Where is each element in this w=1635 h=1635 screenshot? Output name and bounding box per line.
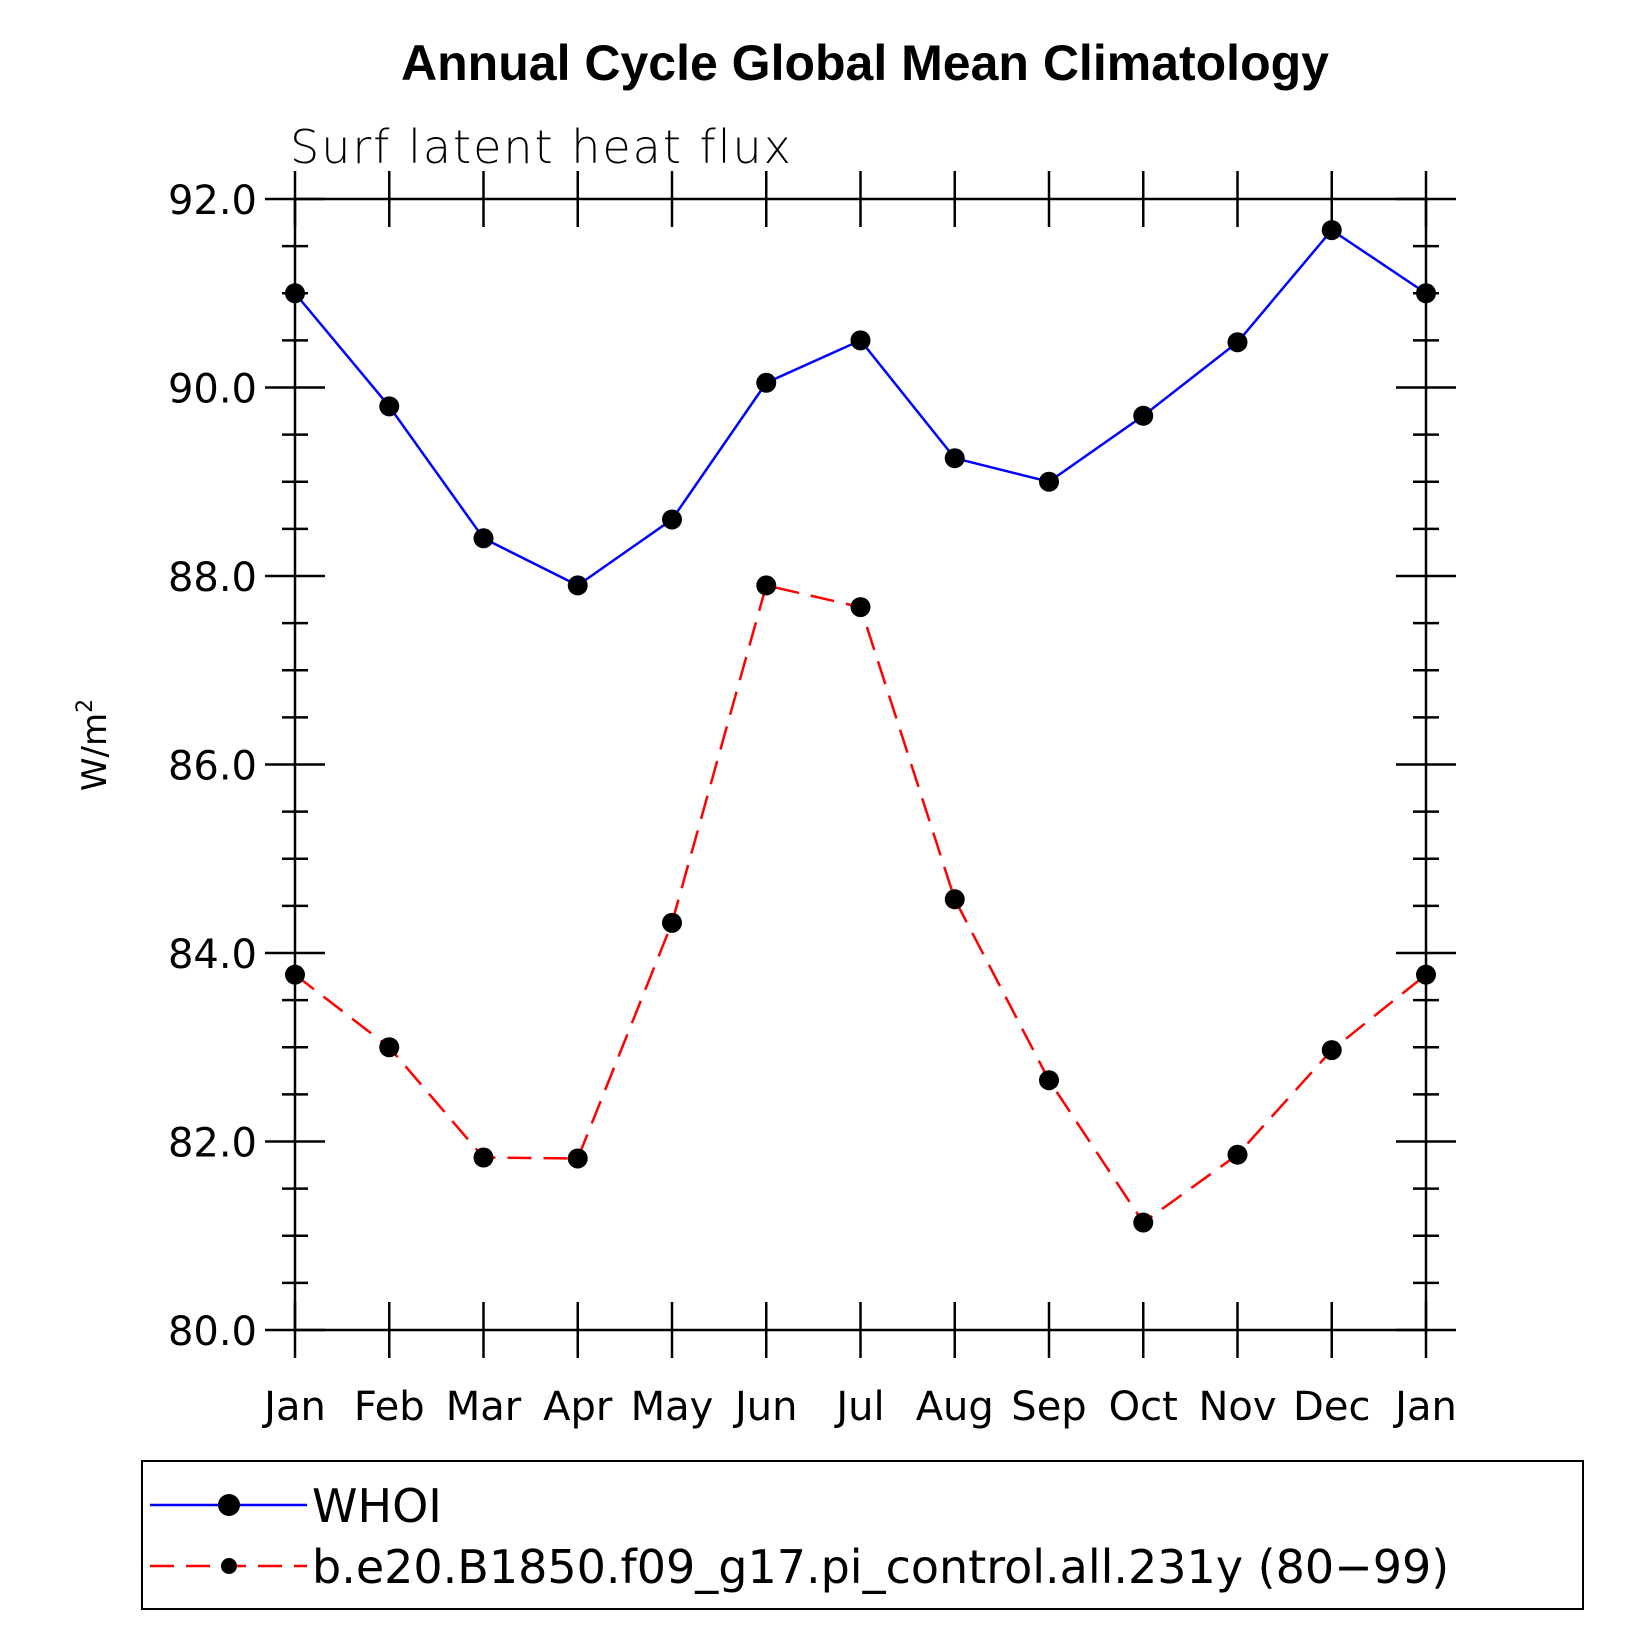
series-0-point xyxy=(1227,332,1248,353)
x-tick-label: Feb xyxy=(354,1384,425,1430)
x-tick-label: Jan xyxy=(261,1384,326,1430)
series-1-point xyxy=(850,597,871,618)
chart-title: Annual Cycle Global Mean Climatology xyxy=(401,35,1329,91)
x-tick-label: Mar xyxy=(446,1384,522,1430)
x-tick-label: Jul xyxy=(833,1384,884,1430)
series-0-point xyxy=(756,372,777,393)
series-0-point xyxy=(1039,471,1059,492)
series-1-point xyxy=(567,1148,588,1169)
plot-frame xyxy=(293,197,1428,1332)
svg-text:W/m2: W/m2 xyxy=(73,699,115,791)
y-tick-label: 80.0 xyxy=(168,1309,257,1355)
series-0-point xyxy=(1133,405,1154,426)
series-0-point xyxy=(1321,220,1342,241)
x-tick-label: Nov xyxy=(1198,1384,1276,1430)
x-tick-label: Jun xyxy=(732,1384,798,1430)
series-0-point xyxy=(944,448,965,469)
series-1-point xyxy=(379,1037,400,1058)
x-tick-labels: Jan Feb Mar Apr May Jun Jul Aug Sep Oct Nov Dec Jan xyxy=(261,1384,1457,1430)
series-1-point xyxy=(944,889,965,910)
series-0-point xyxy=(662,509,682,530)
x-tick-label: Dec xyxy=(1293,1384,1370,1430)
series-1-point xyxy=(1133,1212,1154,1233)
x-tick-label: Sep xyxy=(1011,1384,1086,1430)
legend-box xyxy=(141,1460,1584,1610)
axis-ticks xyxy=(265,171,1456,1358)
legend-marker-model xyxy=(221,1558,237,1574)
x-tick-label: Apr xyxy=(543,1384,613,1430)
series-0-point xyxy=(567,575,588,596)
series-1-point xyxy=(662,912,682,933)
y-tick-label: 90.0 xyxy=(168,367,257,413)
legend: WHOI b.e20.B1850.f09_g17.pi_control.all.… xyxy=(141,1460,1584,1610)
y-axis-label: W/m2 xyxy=(73,699,115,791)
series-0-point xyxy=(473,528,494,549)
series-line-1 xyxy=(294,583,1427,1225)
series-layer xyxy=(285,220,1436,1233)
series-1-point xyxy=(1321,1040,1342,1061)
y-tick-labels: 80.0 82.0 84.0 86.0 88.0 90.0 92.0 xyxy=(168,178,257,1355)
series-0-point xyxy=(379,396,400,417)
series-1-point xyxy=(285,964,305,985)
series-line-0 xyxy=(294,228,1427,587)
series-1-point xyxy=(756,575,777,596)
y-axis-label-superscript: 2 xyxy=(73,699,98,713)
series-0-point xyxy=(285,283,305,304)
y-tick-label: 86.0 xyxy=(168,744,257,790)
x-tick-label: Oct xyxy=(1109,1384,1178,1430)
series-1-point xyxy=(1039,1070,1059,1091)
chart-subtitle: Surf latent heat flux xyxy=(290,120,793,174)
x-tick-label: Jan xyxy=(1392,1384,1457,1430)
y-tick-label: 82.0 xyxy=(168,1121,257,1167)
series-1-point xyxy=(1227,1144,1248,1165)
x-tick-label: May xyxy=(631,1384,714,1430)
series-0-point xyxy=(1416,283,1436,304)
series-1-point xyxy=(473,1147,494,1168)
y-tick-label: 88.0 xyxy=(168,555,257,601)
x-tick-label: Aug xyxy=(916,1384,994,1430)
legend-label-whoi: WHOI xyxy=(312,1479,442,1533)
legend-label-model: b.e20.B1850.f09_g17.pi_control.all.231y … xyxy=(312,1540,1449,1594)
y-tick-label: 84.0 xyxy=(168,932,257,978)
series-1-point xyxy=(1416,964,1436,985)
y-tick-label: 92.0 xyxy=(168,178,257,224)
y-axis-label-text: W/m xyxy=(75,713,115,791)
series-0-point xyxy=(850,330,871,351)
legend-marker-whoi xyxy=(218,1494,240,1516)
